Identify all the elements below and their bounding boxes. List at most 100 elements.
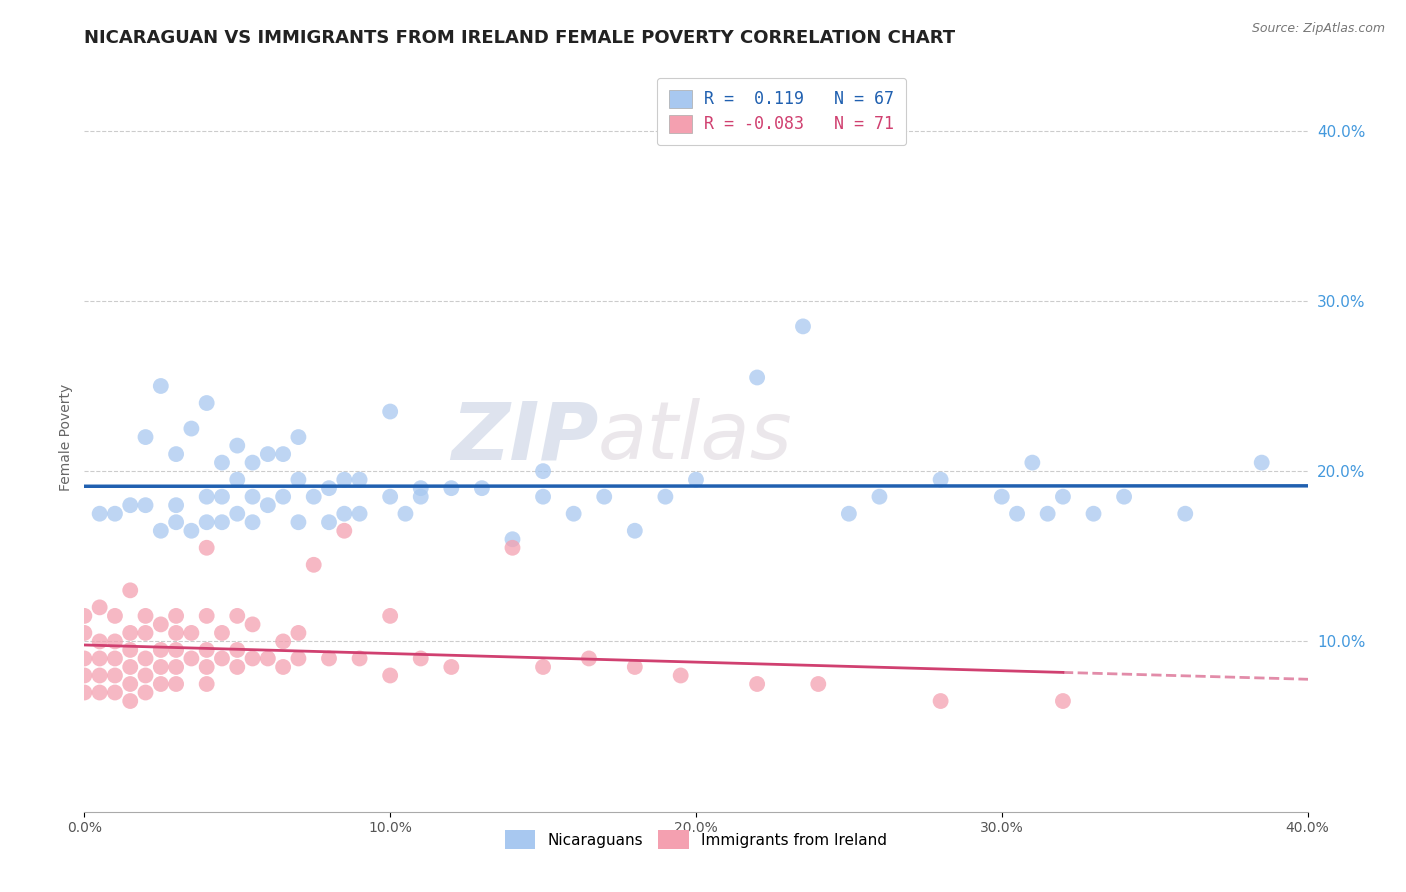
Point (242, 651, 264, 665)
Point (287, 651, 309, 665)
Point (685, 473, 707, 487)
Point (165, 608, 187, 623)
Point (104, 651, 127, 665)
Point (104, 507, 127, 521)
Point (165, 677, 187, 691)
Point (271, 634, 294, 648)
Point (1174, 507, 1197, 521)
Point (654, 490, 676, 504)
Point (624, 524, 647, 538)
Point (440, 481, 463, 495)
Point (929, 473, 952, 487)
Point (165, 498, 187, 512)
Point (1250, 456, 1272, 470)
Point (180, 626, 202, 640)
Point (226, 660, 249, 674)
Point (165, 515, 187, 529)
Point (195, 515, 218, 529)
Point (120, 498, 142, 512)
Point (165, 447, 187, 461)
Point (578, 651, 600, 665)
Point (318, 481, 340, 495)
Point (149, 643, 172, 657)
Point (89, 651, 111, 665)
Point (73, 685, 96, 699)
Point (135, 685, 157, 699)
Point (104, 685, 127, 699)
Point (89, 600, 111, 615)
Point (271, 490, 294, 504)
Point (380, 608, 402, 623)
Point (349, 473, 371, 487)
Point (792, 319, 814, 334)
Point (471, 481, 494, 495)
Point (211, 515, 233, 529)
Point (991, 490, 1014, 504)
Point (104, 634, 127, 648)
Point (135, 651, 157, 665)
Point (211, 490, 233, 504)
Text: Source: ZipAtlas.com: Source: ZipAtlas.com (1251, 22, 1385, 36)
Point (120, 643, 142, 657)
Point (149, 617, 172, 632)
Point (1114, 490, 1136, 504)
Point (89, 507, 111, 521)
Point (394, 507, 416, 521)
Point (318, 515, 340, 529)
Point (120, 677, 142, 691)
Point (333, 524, 356, 538)
Point (135, 668, 157, 682)
Point (257, 498, 280, 512)
Point (226, 439, 249, 453)
Point (195, 660, 218, 674)
Point (807, 677, 830, 691)
Point (747, 677, 769, 691)
Point (593, 490, 616, 504)
Point (349, 507, 371, 521)
Point (180, 651, 202, 665)
Point (73, 626, 96, 640)
Point (333, 473, 356, 487)
Point (257, 447, 280, 461)
Text: atlas: atlas (598, 398, 793, 476)
Legend: Nicaraguans, Immigrants from Ireland: Nicaraguans, Immigrants from Ireland (498, 822, 894, 856)
Point (226, 473, 249, 487)
Point (73, 608, 96, 623)
Point (89, 668, 111, 682)
Point (624, 660, 647, 674)
Point (747, 370, 769, 384)
Point (149, 524, 172, 538)
Point (531, 660, 554, 674)
Point (838, 507, 860, 521)
Point (165, 643, 187, 657)
Point (1052, 490, 1074, 504)
Point (149, 677, 172, 691)
Point (211, 626, 233, 640)
Point (135, 498, 157, 512)
Point (211, 456, 233, 470)
Point (271, 447, 294, 461)
Point (120, 626, 142, 640)
Point (89, 685, 111, 699)
Point (302, 490, 325, 504)
Point (73, 651, 96, 665)
Point (287, 515, 309, 529)
Point (120, 583, 142, 598)
Point (562, 507, 585, 521)
Point (135, 430, 157, 444)
Point (349, 651, 371, 665)
Point (149, 379, 172, 393)
Point (287, 473, 309, 487)
Point (242, 490, 264, 504)
Y-axis label: Female Poverty: Female Poverty (59, 384, 73, 491)
Point (104, 668, 127, 682)
Point (104, 608, 127, 623)
Point (929, 694, 952, 708)
Point (1021, 456, 1043, 470)
Point (409, 651, 432, 665)
Point (380, 668, 402, 682)
Point (242, 515, 264, 529)
Point (195, 541, 218, 555)
Point (531, 490, 554, 504)
Point (380, 404, 402, 418)
